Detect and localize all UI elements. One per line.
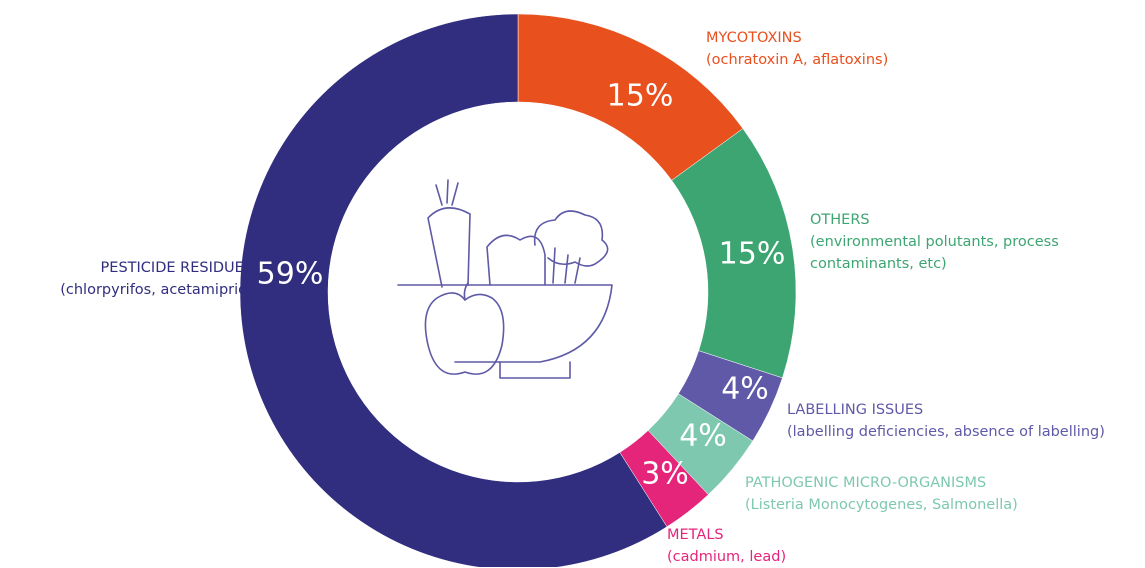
category-name: LABELLING ISSUES [787, 399, 1145, 421]
category-name: PESTICIDE RESIDUES [0, 257, 253, 279]
category-name: METALS [667, 524, 867, 546]
value-label: 3% [641, 457, 689, 492]
value-label: 59% [257, 257, 324, 292]
value-label: 4% [679, 419, 727, 454]
value-label: 15% [607, 79, 674, 114]
category-label: PESTICIDE RESIDUES(chlorpyrifos, acetami… [0, 257, 253, 301]
category-detail: (chlorpyrifos, acetamiprid) [0, 279, 253, 301]
page: {"chart_data": {"type": "donut", "catego… [0, 0, 1145, 567]
category-detail: (Listeria Monocytogenes, Salmonella) [745, 494, 1065, 516]
category-label: METALS(cadmium, lead) [667, 524, 867, 568]
category-name: OTHERS [810, 209, 1110, 231]
category-label: LABELLING ISSUES(labelling deficiencies,… [787, 399, 1145, 443]
category-detail: (labelling deficiencies, absence of labe… [787, 421, 1145, 443]
category-label: MYCOTOXINS(ochratoxin A, aflatoxins) [706, 27, 1006, 71]
category-detail: (environmental polutants, process contam… [810, 231, 1110, 275]
value-label: 15% [719, 237, 786, 272]
category-label: OTHERS(environmental polutants, process … [810, 209, 1110, 275]
food-icon [398, 180, 612, 378]
category-name: MYCOTOXINS [706, 27, 1006, 49]
category-detail: (ochratoxin A, aflatoxins) [706, 49, 1006, 71]
category-detail: (cadmium, lead) [667, 546, 867, 568]
value-label: 4% [721, 372, 769, 407]
category-name: PATHOGENIC MICRO-ORGANISMS [745, 472, 1065, 494]
category-label: PATHOGENIC MICRO-ORGANISMS(Listeria Mono… [745, 472, 1065, 516]
